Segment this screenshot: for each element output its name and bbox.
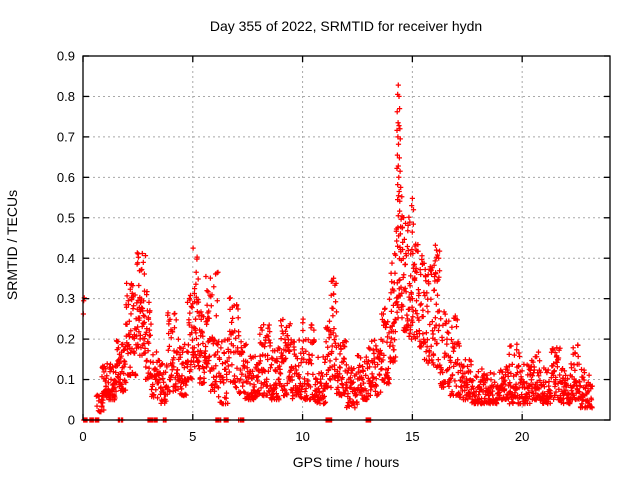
y-tick-label: 0.9 <box>57 49 75 64</box>
y-tick-label: 0.7 <box>57 129 75 144</box>
plot-border <box>82 55 611 421</box>
x-tick-label: 20 <box>515 429 529 444</box>
data-points <box>80 82 595 423</box>
y-tick-label: 0 <box>68 413 75 428</box>
y-tick-label: 0.2 <box>57 332 75 347</box>
y-tick-label: 0.6 <box>57 170 75 185</box>
grid-lines <box>83 56 610 420</box>
chart-title: Day 355 of 2022, SRMTID for receiver hyd… <box>210 18 482 34</box>
border-rect <box>82 55 611 421</box>
y-tick-label: 0.5 <box>57 210 75 225</box>
y-tick-label: 0.4 <box>57 251 75 266</box>
x-tick-label: 15 <box>405 429 419 444</box>
x-axis-label: GPS time / hours <box>293 454 400 470</box>
x-tick-label: 10 <box>295 429 309 444</box>
y-axis-label: SRMTID / TECUs <box>4 190 20 300</box>
x-tick-label: 5 <box>189 429 196 444</box>
y-tick-label: 0.1 <box>57 372 75 387</box>
scatter-markers <box>80 82 595 423</box>
y-tick-label: 0.8 <box>57 89 75 104</box>
y-tick-label: 0.3 <box>57 291 75 306</box>
x-tick-label: 0 <box>79 429 86 444</box>
axis-ticks <box>82 55 610 421</box>
tick-labels: 0 0.1 0.2 0.3 0.4 0.5 0.6 0.7 0.8 0.9 0 5 10 15 20 <box>57 49 529 444</box>
